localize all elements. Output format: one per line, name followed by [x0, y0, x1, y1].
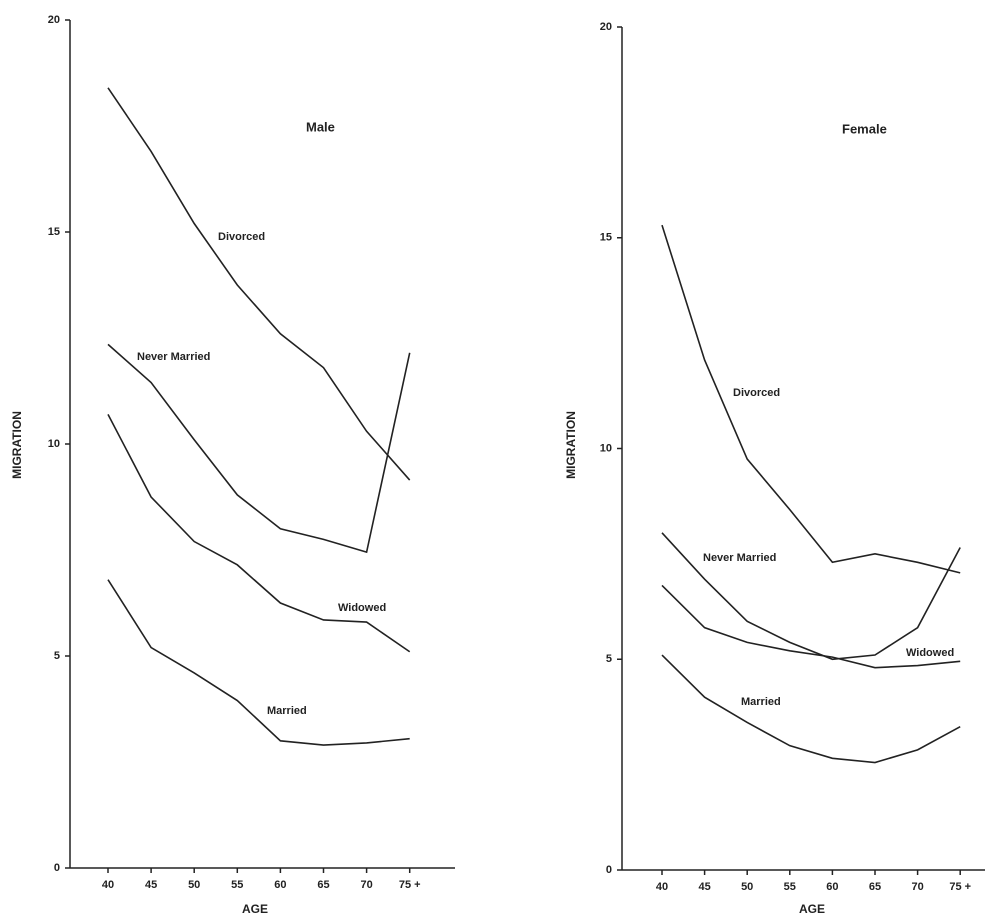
x-tick-label: 75 +	[399, 879, 421, 891]
y-tick-label: 5	[606, 653, 612, 665]
x-axis-label: AGE	[242, 902, 268, 916]
series-label: Widowed	[338, 602, 386, 614]
y-tick-label: 20	[600, 21, 612, 33]
y-axis-label: MIGRATION	[564, 411, 578, 479]
series-label: Widowed	[906, 647, 954, 659]
line	[661, 532, 961, 661]
y-tick-label: 10	[48, 438, 60, 450]
y-tick-label: 5	[54, 650, 60, 662]
x-tick-label: 70	[911, 881, 923, 893]
x-tick-label: 40	[656, 881, 668, 893]
line	[107, 413, 411, 653]
x-tick-label: 45	[145, 879, 157, 891]
line	[107, 343, 411, 554]
x-tick-label: 50	[188, 879, 200, 891]
series-label: Never Married	[703, 552, 776, 564]
chart-title: Male	[306, 119, 335, 134]
series-label: Married	[267, 705, 307, 717]
x-tick-label: 70	[360, 879, 372, 891]
y-tick-label: 10	[600, 442, 612, 454]
y-axis-label: MIGRATION	[10, 411, 24, 479]
x-tick-label: 65	[869, 881, 881, 893]
x-axis-label: AGE	[799, 902, 825, 916]
x-tick-label: 55	[784, 881, 796, 893]
chart-title: Female	[842, 121, 887, 136]
x-tick-label: 50	[741, 881, 753, 893]
line	[107, 579, 410, 746]
x-tick-label: 45	[698, 881, 710, 893]
x-tick-label: 60	[826, 881, 838, 893]
y-tick-label: 15	[600, 232, 612, 244]
line	[661, 224, 961, 574]
y-tick-label: 20	[48, 14, 60, 26]
series-label: Married	[741, 696, 781, 708]
y-tick-label: 15	[48, 226, 60, 238]
x-tick-label: 65	[317, 879, 329, 891]
series-label: Divorced	[733, 387, 780, 399]
line	[661, 654, 961, 764]
line	[107, 87, 411, 481]
x-tick-label: 75 +	[949, 881, 971, 893]
y-tick-label: 0	[606, 864, 612, 876]
series-label: Never Married	[137, 351, 210, 363]
series-label: Divorced	[218, 231, 265, 243]
y-tick-label: 0	[54, 862, 60, 874]
x-tick-label: 60	[274, 879, 286, 891]
line	[661, 584, 961, 669]
x-tick-label: 55	[231, 879, 243, 891]
x-tick-label: 40	[102, 879, 114, 891]
